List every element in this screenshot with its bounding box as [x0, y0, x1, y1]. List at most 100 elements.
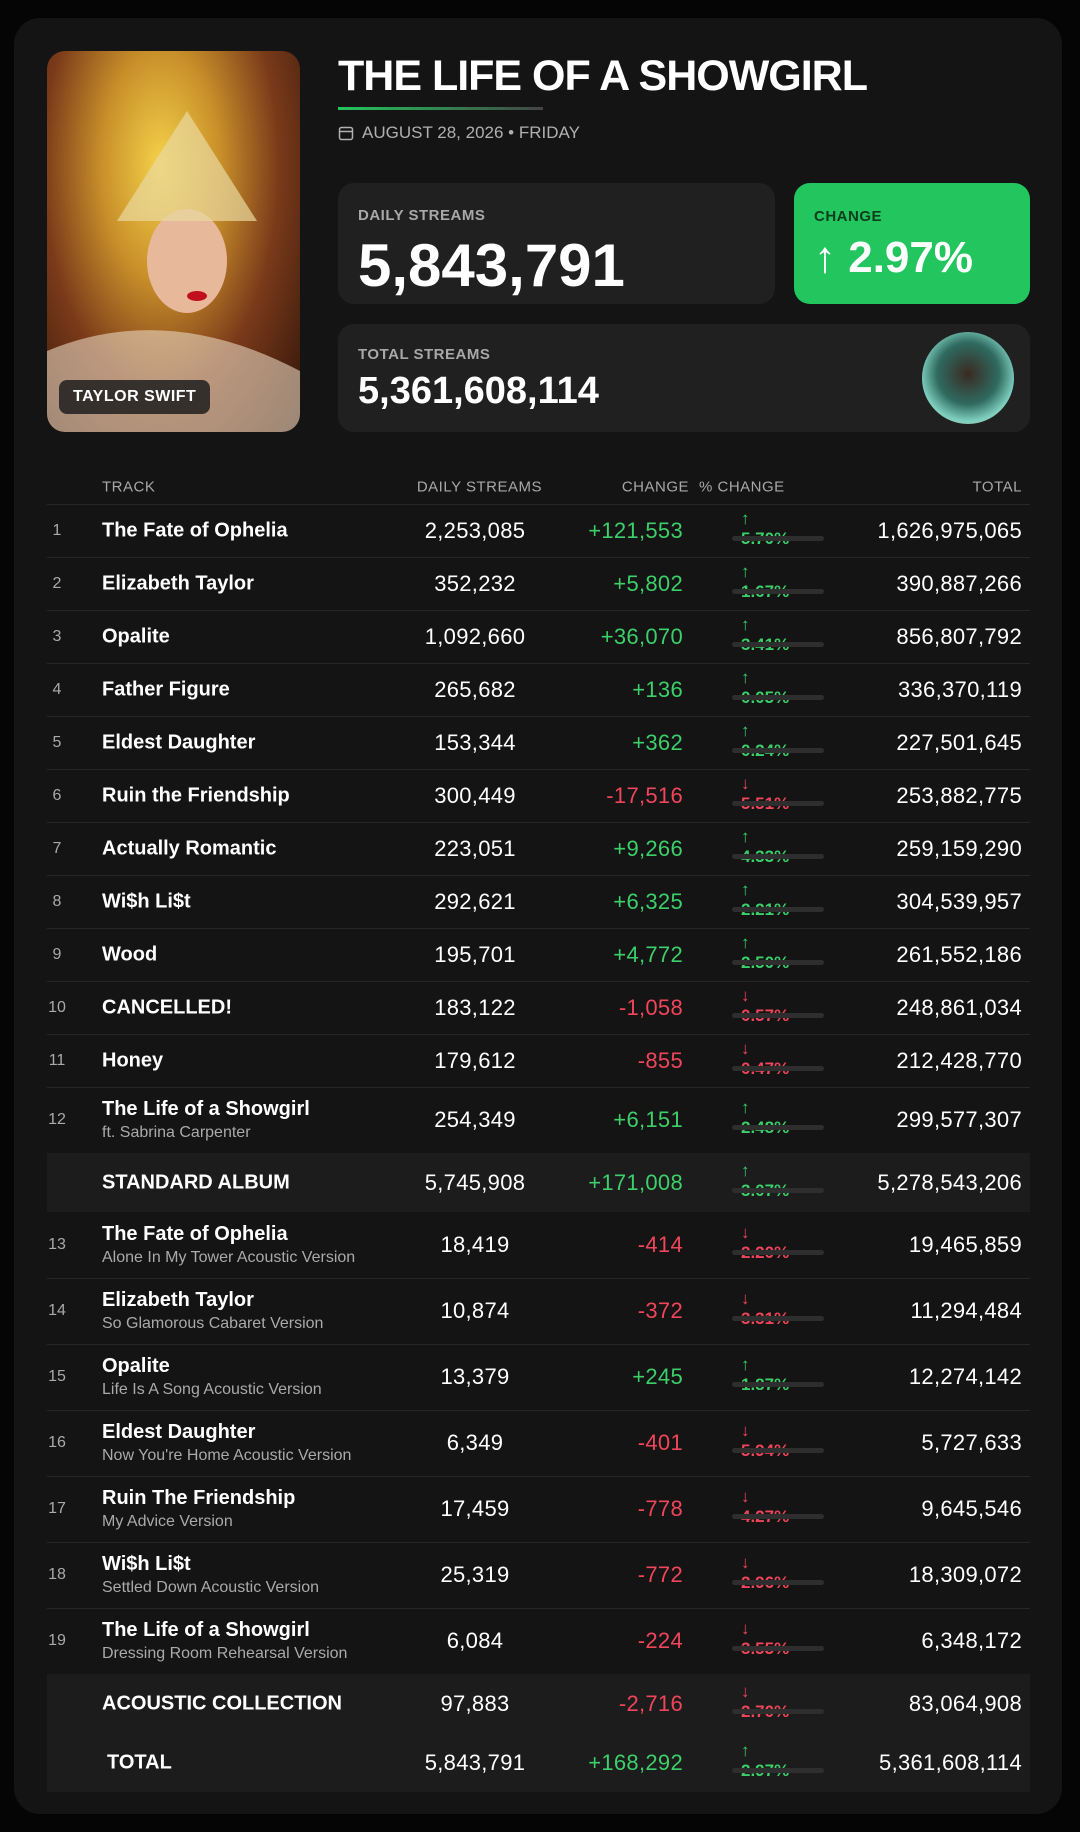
track-row: 1 The Fate of Ophelia 2,253,085 +121,553 ↑ 5…: [47, 504, 1030, 558]
pct-change: ↑ 3.07%: [741, 1160, 789, 1200]
total: 212,428,770: [896, 1047, 1022, 1073]
pct-bar: [732, 588, 824, 594]
rank: 7: [52, 839, 62, 857]
rank: 2: [52, 574, 62, 592]
column-header: TRACK: [102, 478, 156, 496]
track-name: Actually Romantic: [102, 837, 277, 859]
total: 261,552,186: [896, 941, 1022, 967]
rank: 18: [48, 1566, 66, 1583]
total: 227,501,645: [896, 729, 1022, 755]
track-subtitle: Settled Down Acoustic Version: [102, 1579, 320, 1596]
total: 18,309,072: [908, 1562, 1022, 1587]
track-name: STANDARD ALBUM: [102, 1171, 290, 1193]
date: AUGUST 28, 2026 • FRIDAY: [338, 123, 580, 143]
track-row: 15 Opalite Life Is A Song Acoustic Version…: [47, 1344, 1030, 1411]
change: +136: [632, 676, 683, 702]
track-row: 2 Elizabeth Taylor 352,232 +5,802 ↑ 1.67% 390…: [47, 557, 1030, 611]
thumbnail: [922, 332, 1014, 424]
track-name: Honey: [102, 1049, 164, 1071]
daily-value: 5,843,791: [358, 232, 625, 299]
track-name: Elizabeth Taylor: [102, 572, 254, 594]
daily-streams: 5,745,908: [424, 1169, 526, 1195]
title: THE LIFE OF A SHOWGIRL: [338, 52, 868, 100]
daily-streams: 300,449: [434, 782, 516, 808]
change: +245: [632, 1364, 683, 1389]
total: 9,645,546: [921, 1496, 1022, 1521]
total: 253,882,775: [896, 782, 1022, 808]
daily-streams: 254,349: [434, 1107, 516, 1132]
daily-streams: 195,701: [434, 941, 516, 967]
pct-bar: [732, 1187, 824, 1193]
total: 5,727,633: [921, 1430, 1022, 1455]
rank: 1: [52, 521, 62, 539]
pct-change: ↓ 2.96%: [741, 1553, 789, 1592]
track-row: 10 CANCELLED! 183,122 -1,058 ↓ 0.57% 248,861,…: [47, 981, 1030, 1035]
track-cell: Elizabeth Taylor So Glamorous Cabaret Ver…: [102, 1289, 323, 1333]
daily-streams: 265,682: [434, 676, 516, 702]
track-row: 13 The Fate of Ophelia Alone In My Tower A…: [47, 1212, 1030, 1279]
total: 5,361,608,114: [879, 1749, 1022, 1775]
pct-bar: [732, 853, 824, 859]
rank: 15: [48, 1368, 66, 1385]
artist-tag: TAYLOR SWIFT: [59, 380, 211, 414]
total: 299,577,307: [896, 1107, 1022, 1132]
track-cell: Father Figure: [102, 678, 230, 701]
table-header: TRACK DAILY STREAMS CHANGE % CHANGE TOTAL: [47, 470, 1030, 505]
art-illustration: [47, 111, 300, 432]
change: +6,325: [613, 888, 683, 914]
daily-streams: 179,612: [434, 1047, 516, 1073]
change: -401: [637, 1430, 683, 1455]
daily-streams: 2,253,085: [424, 517, 526, 543]
total-box: TOTAL STREAMS 5,361,608,114: [338, 324, 1030, 432]
track-row: 17 Ruin The Friendship My Advice Version 17…: [47, 1476, 1030, 1543]
track-row: 5 Eldest Daughter 153,344 +362 ↑ 0.24% 227,50…: [47, 716, 1030, 770]
change: +6,151: [613, 1107, 683, 1132]
rank: 11: [48, 1051, 66, 1069]
pct-change: ↓ 4.27%: [741, 1487, 789, 1526]
pct-bar: [732, 1382, 824, 1387]
track-subtitle: ft. Sabrina Carpenter: [102, 1124, 251, 1141]
total: 6,348,172: [921, 1628, 1022, 1653]
pct-bar: [732, 906, 824, 912]
date-text: AUGUST 28, 2026 • FRIDAY: [362, 123, 580, 142]
track-row: 6 Ruin the Friendship 300,449 -17,516 ↓ 5.51…: [47, 769, 1030, 823]
daily-streams: 13,379: [440, 1364, 510, 1389]
daily-streams: 18,419: [440, 1232, 510, 1257]
track-cell: Honey: [102, 1049, 163, 1072]
rank: 19: [48, 1632, 66, 1649]
pct-change: ↑ 0.05%: [741, 667, 789, 707]
track-name: The Fate of Ophelia: [102, 1223, 288, 1245]
pct-change: ↑ 2.97%: [741, 1740, 789, 1780]
change: +36,070: [600, 623, 683, 649]
pct-change: ↑ 2.50%: [741, 932, 789, 972]
pct-bar: [732, 641, 824, 647]
pct-change: ↓ 5.51%: [741, 773, 789, 813]
total: 11,294,484: [910, 1298, 1022, 1323]
total: 1,626,975,065: [877, 517, 1022, 543]
track-cell: Wi$h Li$t Settled Down Acoustic Version: [102, 1553, 319, 1597]
pct-bar: [732, 1580, 824, 1585]
rank: 9: [52, 945, 62, 963]
change: -372: [637, 1298, 683, 1323]
track-row: 9 Wood 195,701 +4,772 ↑ 2.50% 261,552,186: [47, 928, 1030, 982]
pct-change: ↑ 2.21%: [741, 879, 789, 919]
track-row: 4 Father Figure 265,682 +136 ↑ 0.05% 336,370,…: [47, 663, 1030, 717]
track-name: Wi$h Li$t: [102, 890, 191, 912]
daily-streams: 25,319: [440, 1562, 510, 1587]
track-subtitle: Alone In My Tower Acoustic Version: [102, 1249, 356, 1266]
pct-bar: [732, 535, 824, 541]
rank: 14: [48, 1302, 66, 1319]
track-row: 16 Eldest Daughter Now You're Home Acousti…: [47, 1410, 1030, 1477]
track-name: CANCELLED!: [102, 996, 232, 1018]
track-name: Wood: [102, 943, 158, 965]
rank: 10: [48, 998, 66, 1016]
track-cell: Wi$h Li$t: [102, 890, 191, 913]
change: -2,716: [618, 1690, 683, 1716]
track-cell: The Fate of Ophelia Alone In My Tower Aco…: [102, 1223, 355, 1267]
track-cell: Ruin The Friendship My Advice Version: [102, 1487, 295, 1531]
change: +362: [632, 729, 683, 755]
track-cell: The Fate of Ophelia: [102, 519, 288, 542]
calendar-icon: [338, 126, 354, 141]
track-subtitle: Life Is A Song Acoustic Version: [102, 1381, 322, 1398]
track-row: 3 Opalite 1,092,660 +36,070 ↑ 3.41% 856,807,7…: [47, 610, 1030, 664]
